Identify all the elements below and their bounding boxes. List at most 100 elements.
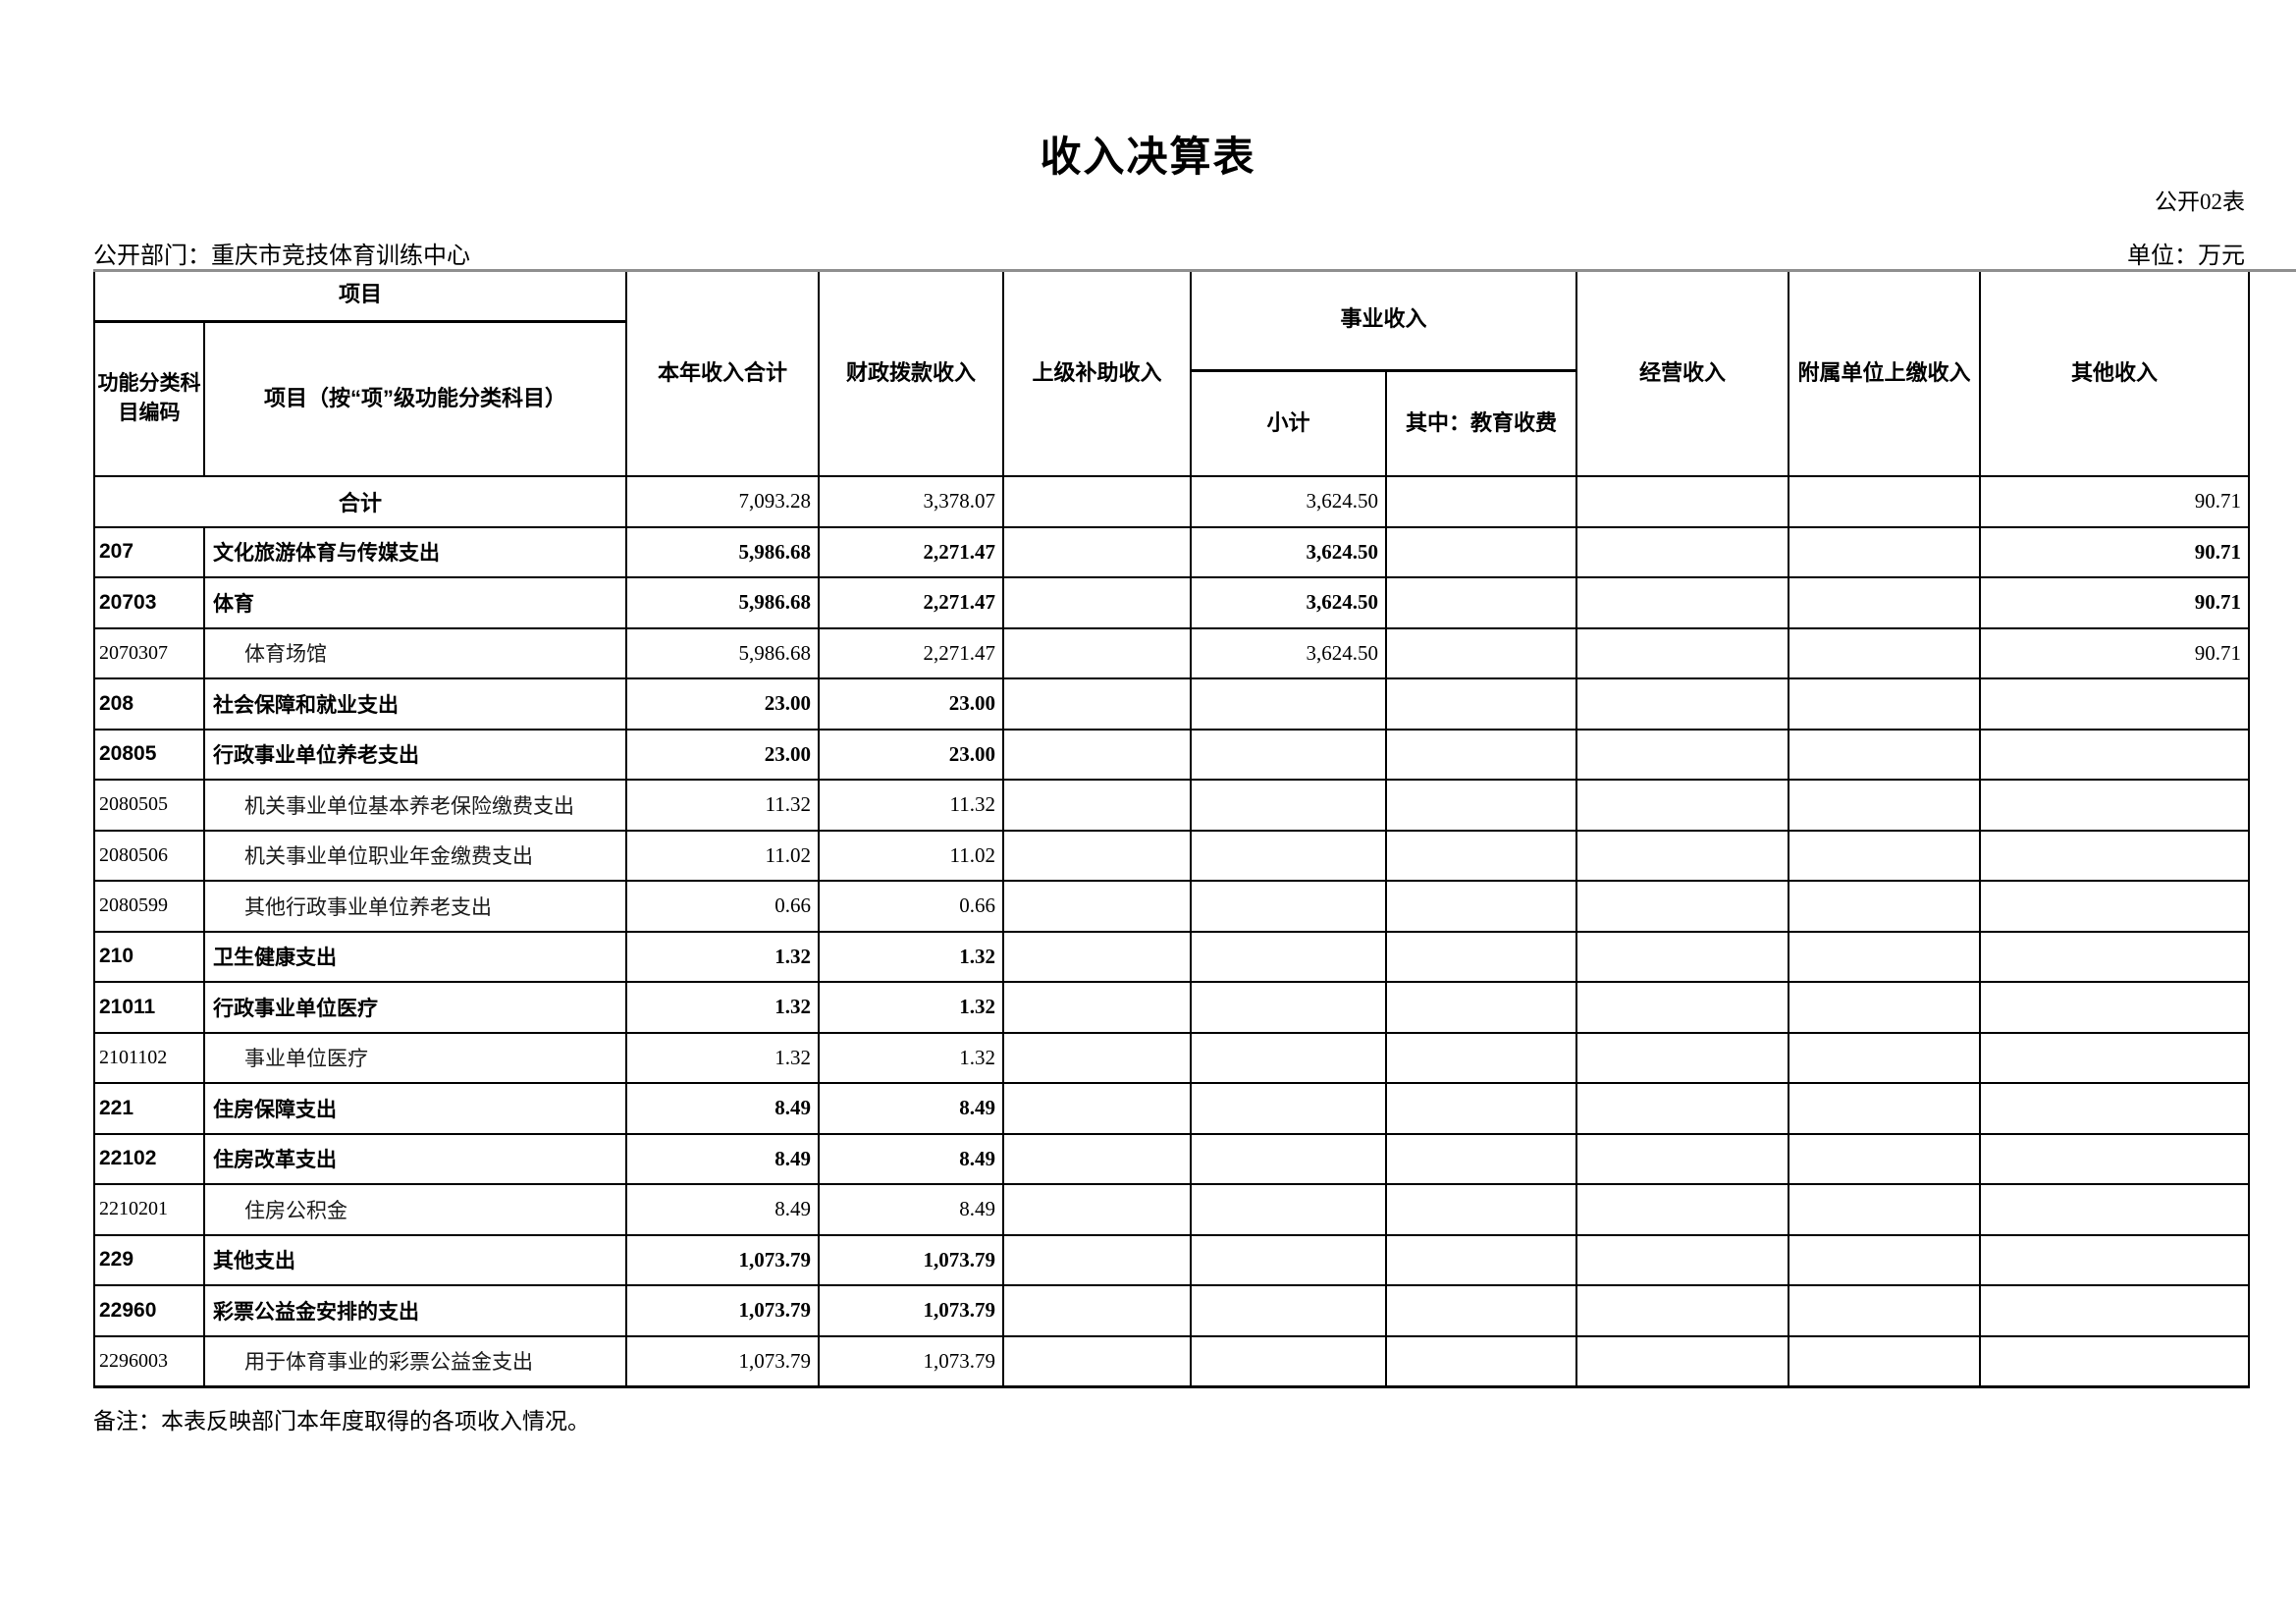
cell-annual-total: 5,986.68 bbox=[625, 525, 821, 578]
header-project-item: 项目（按“项”级功能分类科目） bbox=[202, 320, 628, 477]
cell-fiscal-appropriation: 2,271.47 bbox=[818, 576, 1005, 629]
cell-affiliated-turnin bbox=[1788, 525, 1982, 578]
cell-business-subtotal bbox=[1190, 880, 1388, 933]
cell-item-name: 用于体育事业的彩票公益金支出 bbox=[202, 1334, 628, 1387]
cell-item-name: 其他支出 bbox=[202, 1233, 628, 1286]
cell-other-income: 90.71 bbox=[1979, 475, 2251, 528]
cell-education-fee bbox=[1385, 1233, 1578, 1286]
cell-business-subtotal: 3,624.50 bbox=[1190, 576, 1388, 629]
cell-education-fee bbox=[1385, 475, 1578, 528]
table-row: 2080505 机关事业单位基本养老保险缴费支出 11.32 11.32 bbox=[93, 779, 2251, 832]
cell-annual-total: 23.00 bbox=[625, 728, 821, 781]
cell-item-name: 住房改革支出 bbox=[202, 1132, 628, 1185]
cell-other-income bbox=[1979, 1183, 2251, 1236]
cell-function-code: 22960 bbox=[93, 1284, 205, 1337]
table-row-total: 合计 7,093.28 3,378.07 3,624.50 90.71 bbox=[92, 475, 2251, 528]
table-row: 2080506 机关事业单位职业年金缴费支出 11.02 11.02 bbox=[93, 829, 2251, 882]
cell-business-subtotal bbox=[1190, 779, 1388, 832]
cell-other-income bbox=[1979, 728, 2251, 781]
unit-label: 单位：万元 bbox=[2127, 244, 2245, 269]
cell-fiscal-appropriation: 23.00 bbox=[818, 677, 1005, 731]
table-row: 21011 行政事业单位医疗 1.32 1.32 bbox=[93, 981, 2251, 1034]
cell-other-income bbox=[1979, 779, 2251, 832]
cell-superior-subsidy bbox=[1002, 1183, 1193, 1236]
cell-function-code: 2210201 bbox=[93, 1183, 205, 1236]
cell-annual-total: 5,986.68 bbox=[625, 576, 821, 629]
cell-operating-income bbox=[1575, 1183, 1790, 1236]
cell-annual-total: 0.66 bbox=[625, 880, 821, 933]
cell-business-subtotal bbox=[1190, 1183, 1388, 1236]
table-row: 208 社会保障和就业支出 23.00 23.00 bbox=[93, 677, 2251, 731]
cell-other-income bbox=[1979, 1334, 2251, 1387]
header-business-income-group: 事业收入 bbox=[1190, 270, 1578, 372]
table-row: 207 文化旅游体育与传媒支出 5,986.68 2,271.47 3,624.… bbox=[93, 525, 2251, 578]
cell-item-name: 住房保障支出 bbox=[202, 1082, 628, 1135]
cell-superior-subsidy bbox=[1002, 880, 1193, 933]
cell-item-name: 行政事业单位养老支出 bbox=[202, 728, 628, 781]
cell-fiscal-appropriation: 1.32 bbox=[818, 981, 1005, 1034]
cell-item-name: 文化旅游体育与传媒支出 bbox=[202, 525, 628, 578]
cell-education-fee bbox=[1385, 677, 1578, 731]
header-annual-total: 本年收入合计 bbox=[625, 270, 821, 477]
cell-item-name: 机关事业单位基本养老保险缴费支出 bbox=[202, 779, 628, 832]
cell-affiliated-turnin bbox=[1788, 1132, 1982, 1185]
cell-operating-income bbox=[1575, 981, 1790, 1034]
cell-affiliated-turnin bbox=[1788, 1284, 1982, 1337]
cell-operating-income bbox=[1575, 880, 1790, 933]
cell-superior-subsidy bbox=[1002, 728, 1193, 781]
cell-affiliated-turnin bbox=[1788, 1031, 1982, 1084]
cell-function-code: 2296003 bbox=[93, 1334, 205, 1387]
cell-business-subtotal bbox=[1190, 1132, 1388, 1185]
cell-annual-total: 1.32 bbox=[625, 981, 821, 1034]
cell-business-subtotal bbox=[1190, 1082, 1388, 1135]
cell-education-fee bbox=[1385, 525, 1578, 578]
cell-business-subtotal: 3,624.50 bbox=[1190, 525, 1388, 578]
cell-function-code: 22102 bbox=[93, 1132, 205, 1185]
cell-superior-subsidy bbox=[1002, 475, 1193, 528]
table-row: 210 卫生健康支出 1.32 1.32 bbox=[93, 930, 2251, 983]
cell-operating-income bbox=[1575, 779, 1790, 832]
cell-superior-subsidy bbox=[1002, 1132, 1193, 1185]
cell-education-fee bbox=[1385, 1132, 1578, 1185]
cell-education-fee bbox=[1385, 1183, 1578, 1236]
cell-superior-subsidy bbox=[1002, 1082, 1193, 1135]
cell-fiscal-appropriation: 8.49 bbox=[818, 1082, 1005, 1135]
cell-education-fee bbox=[1385, 880, 1578, 933]
cell-operating-income bbox=[1575, 1284, 1790, 1337]
cell-fiscal-appropriation: 8.49 bbox=[818, 1183, 1005, 1236]
cell-function-code: 221 bbox=[93, 1082, 205, 1135]
cell-operating-income bbox=[1575, 930, 1790, 983]
cell-annual-total: 1.32 bbox=[625, 930, 821, 983]
cell-other-income: 90.71 bbox=[1979, 576, 2251, 629]
table-row: 229 其他支出 1,073.79 1,073.79 bbox=[93, 1233, 2251, 1286]
cell-education-fee bbox=[1385, 728, 1578, 781]
table-row: 22960 彩票公益金安排的支出 1,073.79 1,073.79 bbox=[93, 1284, 2251, 1337]
cell-function-code: 2070307 bbox=[93, 626, 205, 679]
cell-item-name: 体育场馆 bbox=[202, 626, 628, 679]
cell-annual-total: 8.49 bbox=[625, 1082, 821, 1135]
cell-other-income bbox=[1979, 880, 2251, 933]
cell-operating-income bbox=[1575, 475, 1790, 528]
header-superior-subsidy: 上级补助收入 bbox=[1002, 270, 1193, 477]
cell-affiliated-turnin bbox=[1788, 981, 1982, 1034]
cell-superior-subsidy bbox=[1002, 1031, 1193, 1084]
cell-function-code: 2080505 bbox=[93, 779, 205, 832]
cell-operating-income bbox=[1575, 1233, 1790, 1286]
department-label: 公开部门：重庆市竞技体育训练中心 bbox=[93, 244, 470, 269]
cell-other-income bbox=[1979, 1132, 2251, 1185]
cell-superior-subsidy bbox=[1002, 1233, 1193, 1286]
cell-operating-income bbox=[1575, 829, 1790, 882]
header-row-3: 小计 其中：教育收费 bbox=[94, 369, 2249, 477]
cell-fiscal-appropriation: 11.02 bbox=[818, 829, 1005, 882]
cell-annual-total: 23.00 bbox=[625, 677, 821, 731]
cell-education-fee bbox=[1385, 930, 1578, 983]
table-row: 20805 行政事业单位养老支出 23.00 23.00 bbox=[93, 728, 2251, 781]
cell-other-income bbox=[1979, 677, 2251, 731]
cell-operating-income bbox=[1575, 1334, 1790, 1387]
cell-operating-income bbox=[1575, 1132, 1790, 1185]
table-row: 22102 住房改革支出 8.49 8.49 bbox=[93, 1132, 2251, 1185]
sheet-number-label: 公开02表 bbox=[2155, 189, 2245, 214]
cell-annual-total: 1.32 bbox=[625, 1031, 821, 1084]
cell-affiliated-turnin bbox=[1788, 1233, 1982, 1286]
cell-item-name: 事业单位医疗 bbox=[202, 1031, 628, 1084]
